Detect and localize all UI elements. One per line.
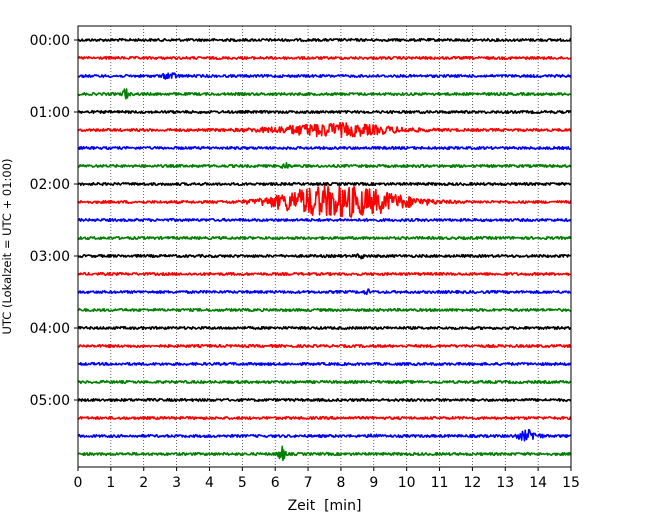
x-tick-label: 1 [106, 475, 115, 491]
y-axis-label: UTC (Lokalzeit = UTC + 01:00) [0, 158, 14, 334]
seismic-trace-0145 [77, 161, 572, 169]
seismic-trace-0515 [77, 415, 572, 421]
seismic-trace-0315 [77, 271, 572, 277]
plot-frame [77, 25, 572, 468]
seismic-trace-0345 [77, 307, 572, 313]
y-tick-label: 00:00 [30, 33, 70, 49]
seismic-trace-0545 [77, 445, 572, 462]
seismic-trace-0100 [77, 109, 572, 115]
x-tick-label: 6 [271, 475, 280, 491]
seismic-trace-0530 [77, 429, 572, 442]
x-axis-label: Zeit [min] [288, 498, 362, 514]
seismic-trace-0500 [77, 397, 572, 403]
y-tick-label: 04:00 [30, 321, 70, 337]
seismic-trace-0045 [77, 88, 572, 100]
x-tick-label: 13 [496, 475, 514, 491]
seismic-trace-0330 [77, 288, 572, 296]
x-tick-label: 8 [336, 475, 345, 491]
seismic-trace-0300 [77, 253, 572, 260]
y-axis: 00:00 01:00 02:00 03:00 04:00 05:00 [30, 33, 78, 409]
seismic-trace-0130 [77, 145, 572, 151]
x-tick-label: 0 [74, 475, 83, 491]
y-tick-label: 01:00 [30, 105, 70, 121]
trace-group [77, 37, 572, 462]
x-tick-label: 12 [463, 475, 481, 491]
x-tick-label: 2 [139, 475, 148, 491]
seismic-trace-0245 [77, 235, 572, 241]
seismic-trace-0000 [77, 37, 572, 43]
x-tick-label: 7 [304, 475, 313, 491]
x-tick-label: 11 [431, 475, 449, 491]
seismic-trace-0400 [77, 325, 572, 331]
x-tick-label: 15 [562, 475, 580, 491]
y-tick-label: 05:00 [30, 393, 70, 409]
seismic-trace-0015 [77, 55, 572, 61]
x-tick-label: 14 [529, 475, 547, 491]
x-tick-label: 4 [205, 475, 214, 491]
x-tick-label: 10 [398, 475, 416, 491]
seismic-trace-0430 [77, 361, 572, 367]
seismic-trace-0215 [77, 185, 572, 218]
seismic-trace-0030 [77, 72, 572, 80]
x-tick-label: 3 [172, 475, 181, 491]
seismic-trace-0115 [77, 122, 572, 138]
x-tick-label: 5 [238, 475, 247, 491]
y-tick-label: 02:00 [30, 177, 70, 193]
seismic-trace-0415 [77, 343, 572, 349]
x-axis: 0 1 2 3 4 5 6 7 8 9 10 11 12 13 14 15 [74, 467, 580, 491]
seismic-trace-0445 [77, 379, 572, 385]
x-tick-label: 9 [369, 475, 378, 491]
y-tick-label: 03:00 [30, 249, 70, 265]
seismic-trace-0230 [77, 217, 572, 223]
seismic-trace-0200 [77, 181, 572, 187]
